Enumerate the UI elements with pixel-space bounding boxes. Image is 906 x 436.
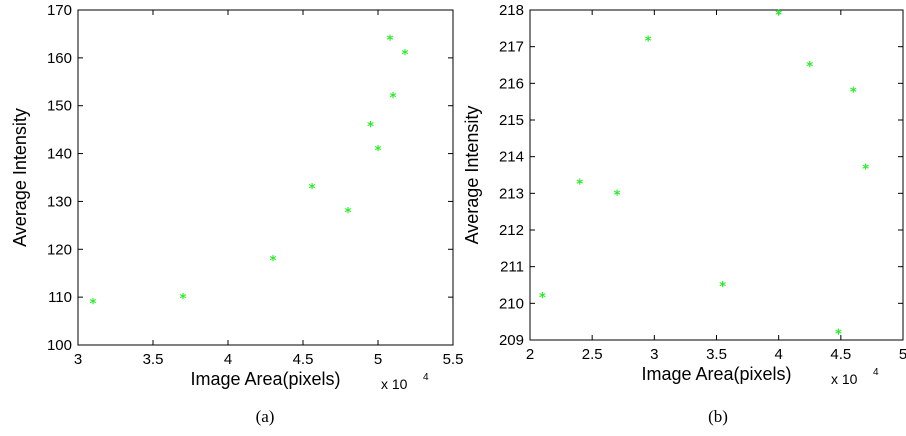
right-ytick-label: 210 (499, 295, 524, 312)
right-xtick-label: 4 (774, 346, 782, 363)
left-scatter-point: * (402, 48, 409, 63)
right-ytick-label: 213 (499, 185, 524, 202)
left-scatter-point: * (345, 206, 352, 221)
left-plot-frame (77, 9, 454, 346)
left-x-multiplier: x 10 (381, 376, 408, 392)
right-x-exponent: 4 (873, 367, 879, 378)
right-ytick-label: 215 (499, 112, 524, 129)
right-scatter-point: * (835, 328, 842, 343)
right-scatter-point: * (862, 163, 869, 178)
left-ytick-label: 170 (47, 2, 72, 19)
right-scatter-point: * (775, 9, 782, 24)
right-scatter-point: * (576, 177, 583, 192)
right-scatter-point: * (806, 60, 813, 75)
left-x-exponent: 4 (423, 372, 429, 383)
right-scatter-point: * (539, 291, 546, 306)
right-xtick-label: 2 (526, 346, 534, 363)
right-ytick-label: 211 (500, 259, 524, 276)
left-ytick-label: 100 (47, 337, 72, 354)
right-xtick-label: 3 (650, 346, 658, 363)
right-ytick-label: 218 (499, 2, 524, 19)
left-scatter-point: * (309, 182, 316, 197)
left-xtick-label: 4 (224, 351, 232, 368)
right-ytick-label: 217 (499, 39, 524, 56)
right-scatter-point: * (719, 280, 726, 295)
left-xtick-label: 4.5 (293, 351, 314, 368)
right-y-axis-label: Average Intensity (462, 106, 482, 245)
left-xtick-label: 5 (374, 351, 382, 368)
left-xtick-label: 5.5 (443, 351, 464, 368)
right-subfigure-caption: (b) (708, 407, 728, 426)
left-ytick-label: 130 (47, 193, 72, 210)
left-scatter-point: * (367, 120, 374, 135)
left-ytick-label: 160 (47, 50, 72, 67)
left-ytick-label: 140 (47, 146, 72, 163)
left-x-axis-label: Image Area(pixels) (190, 369, 340, 389)
right-xtick-label: 2.5 (582, 346, 603, 363)
left-ytick-label: 120 (47, 241, 72, 258)
left-y-axis-label: Average Intensity (10, 108, 30, 247)
left-scatter-point: * (375, 144, 382, 159)
right-ytick-label: 216 (499, 75, 524, 92)
right-scatter-point: * (850, 86, 857, 101)
right-scatter-point: * (614, 188, 621, 203)
left-scatter-point: * (90, 297, 97, 312)
left-subfigure-caption: (a) (256, 407, 275, 426)
right-x-multiplier: x 10 (831, 371, 858, 387)
left-xtick-label: 3 (74, 351, 82, 368)
right-scatter-point: * (645, 34, 652, 49)
right-xtick-label: 3.5 (706, 346, 727, 363)
right-ytick-label: 209 (499, 332, 524, 349)
left-scatter-point: * (270, 254, 277, 269)
right-xtick-label: 5 (899, 346, 906, 363)
left-xtick-label: 3.5 (143, 351, 164, 368)
right-ytick-label: 212 (499, 222, 524, 239)
left-ytick-label: 150 (47, 98, 72, 115)
right-plot-frame (529, 9, 904, 341)
right-xtick-label: 4.5 (830, 346, 851, 363)
right-ytick-label: 214 (499, 149, 524, 166)
left-scatter-point: * (387, 34, 394, 49)
left-ytick-label: 110 (48, 289, 72, 306)
right-x-axis-label: Image Area(pixels) (641, 364, 791, 384)
left-scatter-point: * (390, 91, 397, 106)
left-scatter-point: * (180, 292, 187, 307)
